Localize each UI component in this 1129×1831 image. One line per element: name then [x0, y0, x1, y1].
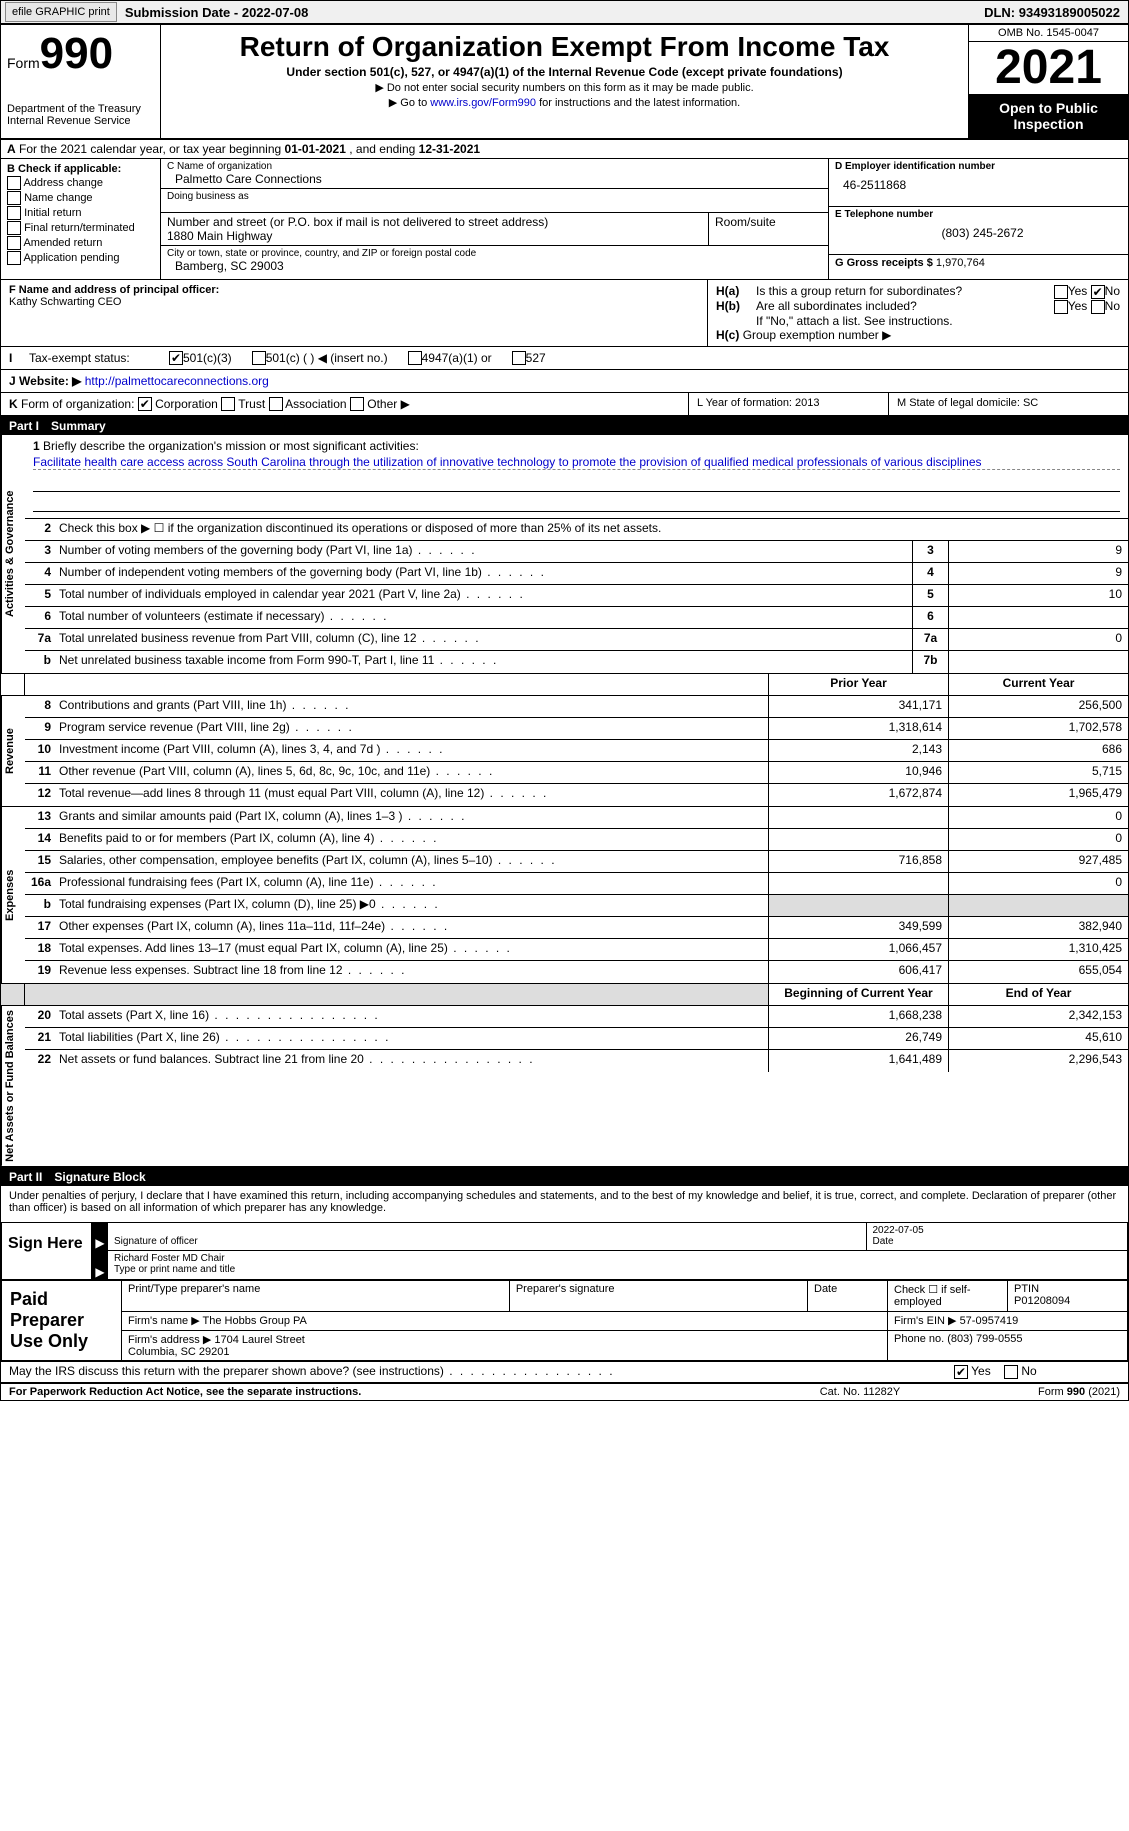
- header-right: OMB No. 1545-0047 2021 Open to Public In…: [968, 25, 1128, 138]
- chk-trust[interactable]: [221, 397, 235, 411]
- expense-line-b: bTotal fundraising expenses (Part IX, co…: [25, 895, 1128, 917]
- hb-no[interactable]: [1091, 300, 1105, 314]
- section-a-tax-year: A For the 2021 calendar year, or tax yea…: [1, 140, 1128, 159]
- expense-line-13: 13Grants and similar amounts paid (Part …: [25, 807, 1128, 829]
- netassets-header: Beginning of Current Year End of Year: [1, 984, 1128, 1006]
- irs-discuss-no[interactable]: [1004, 1365, 1018, 1379]
- part-1-header: Part I Summary: [1, 417, 1128, 435]
- chk-address-change[interactable]: [7, 176, 21, 190]
- irs-discuss-yes[interactable]: [954, 1365, 968, 1379]
- signature-block: Under penalties of perjury, I declare th…: [1, 1186, 1128, 1218]
- summary-line-7a: 7aTotal unrelated business revenue from …: [25, 629, 1128, 651]
- dln: DLN: 93493189005022: [984, 5, 1120, 20]
- website-row: J Website: ▶ http://palmettocareconnecti…: [1, 370, 1128, 393]
- submission-date: Submission Date - 2022-07-08: [125, 5, 309, 20]
- may-irs-discuss: May the IRS discuss this return with the…: [1, 1361, 1128, 1383]
- summary-line-3: 3Number of voting members of the governi…: [25, 541, 1128, 563]
- expenses-section: Expenses 13Grants and similar amounts pa…: [1, 807, 1128, 984]
- principal-officer: F Name and address of principal officer:…: [1, 280, 708, 346]
- mission-text: Facilitate health care access across Sou…: [33, 455, 1120, 470]
- header-center: Return of Organization Exempt From Incom…: [161, 25, 968, 138]
- row-f-h: F Name and address of principal officer:…: [1, 280, 1128, 347]
- expense-line-19: 19Revenue less expenses. Subtract line 1…: [25, 961, 1128, 983]
- chk-name-change[interactable]: [7, 191, 21, 205]
- part-2-header: Part II Signature Block: [1, 1168, 1128, 1186]
- group-return: H(a) Is this a group return for subordin…: [708, 280, 1128, 346]
- summary-line-b: bNet unrelated business taxable income f…: [25, 651, 1128, 673]
- chk-4947[interactable]: [408, 351, 422, 365]
- netassets-line-21: 21Total liabilities (Part X, line 26)26,…: [25, 1028, 1128, 1050]
- activities-governance-section: Activities & Governance 1 Briefly descri…: [1, 435, 1128, 674]
- netassets-line-20: 20Total assets (Part X, line 16)1,668,23…: [25, 1006, 1128, 1028]
- col-c-org-info: C Name of organization Palmetto Care Con…: [161, 159, 828, 279]
- prior-current-header: Prior Year Current Year: [1, 674, 1128, 696]
- revenue-line-12: 12Total revenue—add lines 8 through 11 (…: [25, 784, 1128, 806]
- header-left: Form990 Department of the Treasury Inter…: [1, 25, 161, 138]
- ha-no[interactable]: [1091, 285, 1105, 299]
- col-d-ein-phone: D Employer identification number 46-2511…: [828, 159, 1128, 279]
- expense-line-14: 14Benefits paid to or for members (Part …: [25, 829, 1128, 851]
- chk-501c[interactable]: [252, 351, 266, 365]
- expense-line-17: 17Other expenses (Part IX, column (A), l…: [25, 917, 1128, 939]
- chk-corp[interactable]: [138, 397, 152, 411]
- expense-line-16a: 16aProfessional fundraising fees (Part I…: [25, 873, 1128, 895]
- revenue-section: Revenue 8Contributions and grants (Part …: [1, 696, 1128, 807]
- revenue-line-8: 8Contributions and grants (Part VIII, li…: [25, 696, 1128, 718]
- expense-line-18: 18Total expenses. Add lines 13–17 (must …: [25, 939, 1128, 961]
- paid-preparer-block: Paid Preparer Use Only Print/Type prepar…: [1, 1280, 1128, 1361]
- chk-final-return[interactable]: [7, 221, 21, 235]
- form-990: Form990 Department of the Treasury Inter…: [0, 24, 1129, 1401]
- chk-501c3[interactable]: [169, 351, 183, 365]
- chk-527[interactable]: [512, 351, 526, 365]
- form-title: Return of Organization Exempt From Incom…: [165, 31, 964, 63]
- summary-line-5: 5Total number of individuals employed in…: [25, 585, 1128, 607]
- summary-line-4: 4Number of independent voting members of…: [25, 563, 1128, 585]
- netassets-section: Net Assets or Fund Balances 20Total asse…: [1, 1006, 1128, 1168]
- revenue-line-11: 11Other revenue (Part VIII, column (A), …: [25, 762, 1128, 784]
- expense-line-15: 15Salaries, other compensation, employee…: [25, 851, 1128, 873]
- chk-amended[interactable]: [7, 236, 21, 250]
- netassets-line-22: 22Net assets or fund balances. Subtract …: [25, 1050, 1128, 1072]
- form-footer: For Paperwork Reduction Act Notice, see …: [1, 1383, 1128, 1400]
- top-toolbar: efile GRAPHIC print Submission Date - 20…: [0, 0, 1129, 24]
- revenue-line-10: 10Investment income (Part VIII, column (…: [25, 740, 1128, 762]
- org-website-link[interactable]: http://palmettocareconnections.org: [85, 374, 269, 388]
- chk-other[interactable]: [350, 397, 364, 411]
- hb-yes[interactable]: [1054, 300, 1068, 314]
- revenue-line-9: 9Program service revenue (Part VIII, lin…: [25, 718, 1128, 740]
- col-b-checkboxes: B Check if applicable: Address change Na…: [1, 159, 161, 279]
- form-header: Form990 Department of the Treasury Inter…: [1, 25, 1128, 140]
- chk-app-pending[interactable]: [7, 251, 21, 265]
- sign-here-block: Sign Here ▶ Signature of officer 2022-07…: [1, 1222, 1128, 1280]
- irs-link[interactable]: www.irs.gov/Form990: [430, 97, 536, 109]
- ha-yes[interactable]: [1054, 285, 1068, 299]
- summary-line-6: 6Total number of volunteers (estimate if…: [25, 607, 1128, 629]
- info-grid: B Check if applicable: Address change Na…: [1, 159, 1128, 280]
- row-k-l-m: K Form of organization: Corporation Trus…: [1, 393, 1128, 418]
- chk-assoc[interactable]: [269, 397, 283, 411]
- chk-initial-return[interactable]: [7, 206, 21, 220]
- efile-print-button[interactable]: efile GRAPHIC print: [5, 2, 117, 22]
- tax-exempt-status: I Tax-exempt status: 501(c)(3) 501(c) ( …: [1, 347, 1128, 370]
